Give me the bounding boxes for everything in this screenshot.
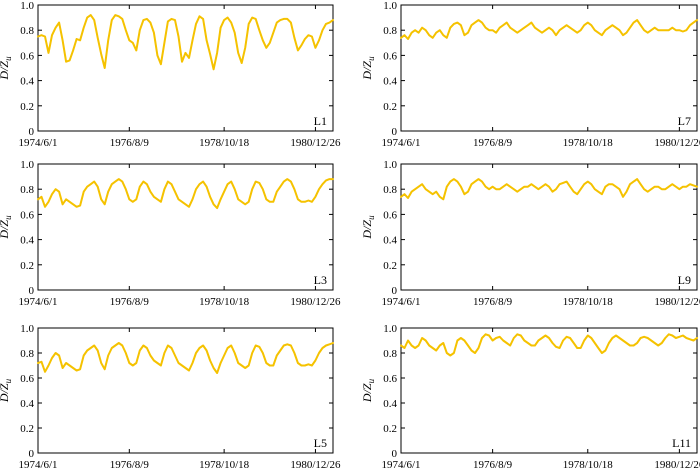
- y-axis-label: D/Zu: [360, 378, 376, 403]
- series-line-l9: [400, 178, 698, 201]
- series-line-l3: [37, 178, 334, 210]
- y-tick-label: 0.2: [383, 260, 397, 272]
- plot-frame: [400, 163, 698, 291]
- x-tick-label: 1976/8/9: [110, 296, 150, 308]
- y-tick-label: 0.8: [383, 348, 397, 360]
- y-tick-label: 0.8: [20, 348, 34, 360]
- panel-label: L3: [314, 273, 327, 287]
- series-line-l11: [400, 333, 698, 357]
- y-tick-label: 0.8: [20, 184, 34, 196]
- y-tick-label: 0.4: [383, 76, 397, 88]
- chart-panel-l7: 0 0.2 0.4 0.6 0.8 1.0 1974/6/1 1976/8/9 1978/10/…: [360, 0, 700, 149]
- y-axis-label: D/Zu: [360, 56, 376, 81]
- y-axis-label: D/Zu: [0, 215, 13, 240]
- x-tick-label: 1974/6/1: [381, 296, 420, 308]
- x-tick-label: 1978/10/18: [563, 296, 614, 308]
- x-tick-label: 1980/12/26: [654, 296, 700, 308]
- panel-label: L7: [678, 114, 691, 128]
- panel-label: L11: [672, 436, 691, 450]
- y-tick-label: 0: [392, 285, 398, 297]
- y-tick-label: 0.6: [383, 50, 397, 62]
- y-tick-label: 0.6: [383, 373, 397, 385]
- y-tick-label: 0.6: [383, 209, 397, 221]
- plot-frame: [37, 327, 334, 454]
- y-tick-label: 0.4: [20, 235, 34, 247]
- y-tick-label: 0.6: [20, 50, 34, 62]
- x-tick-label: 1978/10/18: [563, 137, 614, 149]
- x-tick-label: 1976/8/9: [473, 137, 513, 149]
- x-tick-label: 1976/8/9: [473, 296, 513, 308]
- y-axis-label: D/Zu: [360, 215, 376, 240]
- plot-frame: [37, 163, 334, 291]
- y-tick-label: 0.2: [383, 423, 397, 435]
- plot-frame: [400, 4, 698, 132]
- y-tick-label: 0.2: [20, 260, 34, 272]
- series-line-l7: [400, 19, 698, 40]
- x-tick-label: 1974/6/1: [18, 459, 57, 471]
- y-tick-label: 0.2: [20, 101, 34, 113]
- y-tick-label: 0: [392, 448, 398, 460]
- chart-panel-l9: 0 0.2 0.4 0.6 0.8 1.0 1974/6/1 1976/8/9 1978/10/…: [360, 159, 700, 308]
- y-tick-label: 0.4: [383, 398, 397, 410]
- y-tick-label: 1.0: [20, 159, 34, 171]
- plot-frame: [37, 4, 334, 132]
- y-tick-label: 1.0: [20, 323, 34, 335]
- y-tick-label: 0.6: [20, 373, 34, 385]
- x-tick-label: 1980/12/26: [654, 137, 700, 149]
- y-tick-label: 1.0: [383, 323, 397, 335]
- x-tick-label: 1974/6/1: [381, 137, 420, 149]
- x-tick-label: 1980/12/26: [290, 137, 341, 149]
- chart-panel-l1: 0 0.2 0.4 0.6 0.8 1.0 1974/6/1 1976/8/9 1978/10/…: [0, 0, 341, 149]
- y-tick-label: 0: [29, 448, 35, 460]
- y-tick-label: 0.4: [383, 235, 397, 247]
- y-tick-label: 0.2: [383, 101, 397, 113]
- y-tick-label: 0.4: [20, 76, 34, 88]
- x-tick-label: 1976/8/9: [473, 459, 513, 471]
- x-tick-label: 1980/12/26: [290, 296, 341, 308]
- panel-label: L5: [314, 436, 327, 450]
- y-tick-label: 0: [29, 126, 35, 138]
- chart-panel-l5: 0 0.2 0.4 0.6 0.8 1.0 1974/6/1 1976/8/9 1978/10/…: [0, 323, 341, 471]
- panel-label: L1: [314, 114, 327, 128]
- y-tick-label: 1.0: [383, 0, 397, 12]
- y-tick-label: 1.0: [383, 159, 397, 171]
- chart-panel-l3: 0 0.2 0.4 0.6 0.8 1.0 1974/6/1 1976/8/9 1978/10/…: [0, 159, 341, 308]
- panel-label: L9: [678, 273, 691, 287]
- y-tick-label: 1.0: [20, 0, 34, 12]
- y-tick-label: 0.2: [20, 423, 34, 435]
- series-line-l1: [37, 14, 334, 71]
- y-tick-label: 0: [29, 285, 35, 297]
- y-tick-label: 0.8: [20, 25, 34, 37]
- x-tick-label: 1974/6/1: [18, 137, 57, 149]
- y-tick-label: 0: [392, 126, 398, 138]
- y-axis-label: D/Zu: [0, 56, 13, 81]
- x-tick-label: 1980/12/26: [290, 459, 341, 471]
- y-tick-label: 0.4: [20, 398, 34, 410]
- y-tick-label: 0.8: [383, 184, 397, 196]
- x-tick-label: 1978/10/18: [199, 296, 250, 308]
- x-tick-label: 1974/6/1: [381, 459, 420, 471]
- x-tick-label: 1980/12/26: [654, 459, 700, 471]
- chart-panel-l11: 0 0.2 0.4 0.6 0.8 1.0 1974/6/1 1976/8/9 1978/10/…: [360, 323, 700, 471]
- x-tick-label: 1978/10/18: [199, 459, 250, 471]
- x-tick-label: 1978/10/18: [199, 137, 250, 149]
- x-tick-label: 1976/8/9: [110, 459, 150, 471]
- y-tick-label: 0.8: [383, 25, 397, 37]
- x-tick-label: 1976/8/9: [110, 137, 150, 149]
- x-tick-label: 1974/6/1: [18, 296, 57, 308]
- y-axis-label: D/Zu: [0, 378, 13, 403]
- plot-frame: [400, 327, 698, 454]
- series-line-l5: [37, 342, 334, 374]
- y-tick-label: 0.6: [20, 209, 34, 221]
- x-tick-label: 1978/10/18: [563, 459, 614, 471]
